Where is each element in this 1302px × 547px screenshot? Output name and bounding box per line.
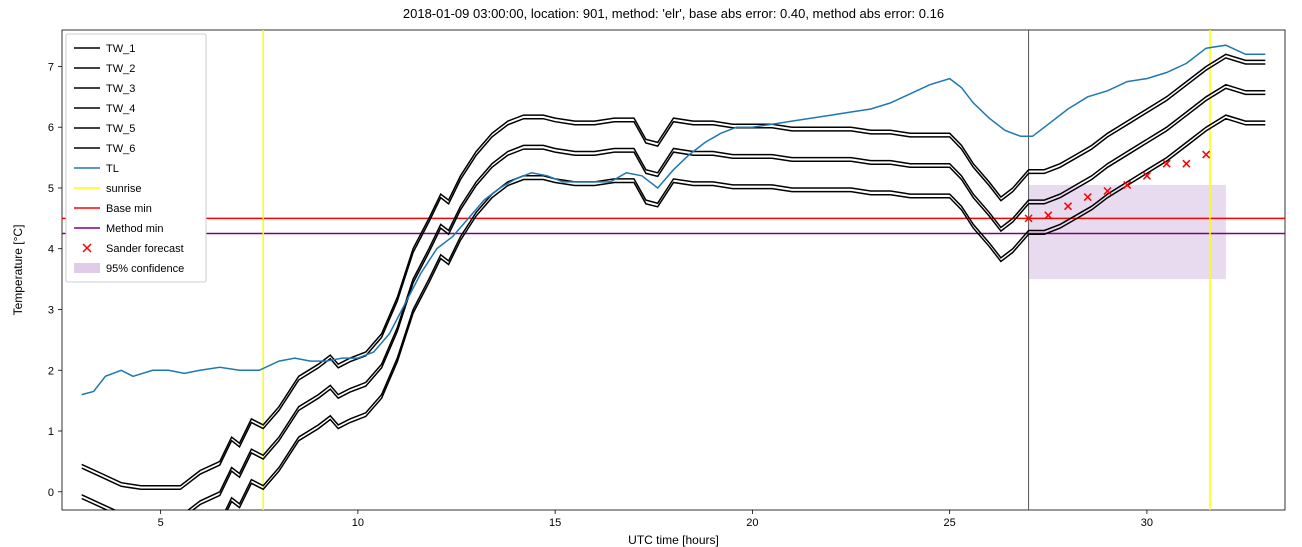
xtick-label: 25 [944, 517, 956, 529]
legend-label: TL [106, 163, 119, 175]
legend-swatch [74, 263, 100, 273]
ytick-label: 1 [48, 426, 54, 438]
ylabel: Temperature [°C] [11, 225, 25, 316]
legend-label: sunrise [106, 183, 141, 195]
legend-label: TW_1 [106, 43, 135, 55]
chart-svg: 5 10 15 20 25 30 0 1 2 3 4 5 6 7 UTC time [hours] Tempe… [0, 0, 1302, 547]
legend-label: Base min [106, 203, 152, 215]
xtick-label: 15 [549, 517, 561, 529]
legend-label: TW_6 [106, 143, 135, 155]
ytick-label: 6 [48, 122, 54, 134]
ytick-label: 0 [48, 487, 54, 499]
xtick-label: 5 [158, 517, 164, 529]
ytick-label: 5 [48, 183, 54, 195]
xtick-label: 20 [746, 517, 758, 529]
xtick-label: 30 [1141, 517, 1153, 529]
legend-label: 95% confidence [106, 263, 184, 275]
legend-label: TW_4 [106, 103, 135, 115]
xtick-label: 10 [352, 517, 364, 529]
legend-label: TW_2 [106, 63, 135, 75]
legend-label: Method min [106, 223, 163, 235]
legend-label: Sander forecast [106, 243, 184, 255]
legend-label: TW_3 [106, 83, 135, 95]
legend: TW_1 TW_2 TW_3 TW_4 TW_5 TW_6 TL sunrise Base mi… [66, 34, 206, 282]
ytick-label: 2 [48, 365, 54, 377]
ytick-label: 3 [48, 304, 54, 316]
ytick-label: 4 [48, 244, 54, 256]
ytick-label: 7 [48, 61, 54, 73]
chart-container: 5 10 15 20 25 30 0 1 2 3 4 5 6 7 UTC time [hours] Tempe… [0, 0, 1302, 547]
xlabel: UTC time [hours] [628, 533, 719, 547]
chart-title: 2018-01-09 03:00:00, location: 901, meth… [403, 6, 944, 21]
legend-label: TW_5 [106, 123, 135, 135]
